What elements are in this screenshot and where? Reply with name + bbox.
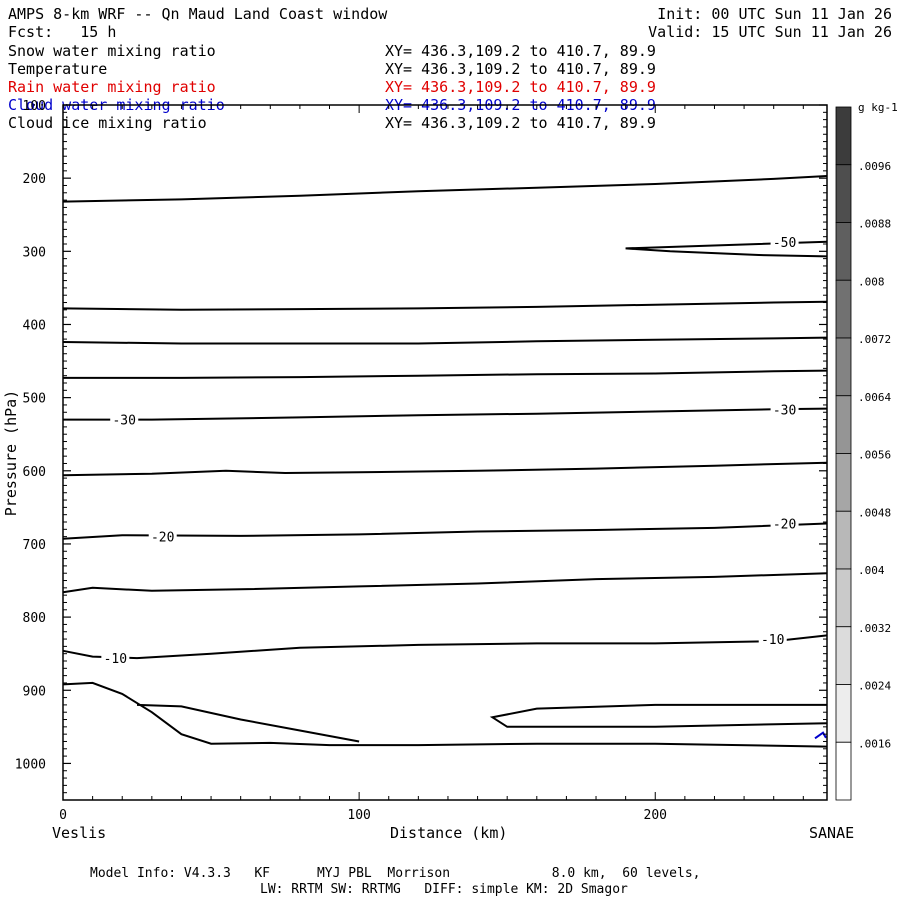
y-tick-label: 200: [23, 172, 46, 187]
colorbar-segment: [835, 106, 852, 166]
cloud-water-contour: [814, 731, 827, 740]
colorbar-label: .008: [858, 275, 885, 288]
colorbar-segment: [835, 510, 852, 570]
x-tick-label: 100: [347, 808, 370, 823]
colorbar-segment: [835, 453, 852, 512]
y-tick-label: 400: [23, 318, 46, 333]
colorbar-label: .0064: [858, 391, 891, 404]
y-tick-label: 100: [23, 99, 46, 114]
colorbar-segment: [835, 164, 852, 223]
temperature-contour: [62, 175, 828, 203]
contour-label-bg: [101, 650, 130, 667]
y-axis-label: Pressure (hPa): [2, 389, 21, 517]
contour-label: -30: [773, 403, 796, 418]
temperature-contour: [62, 300, 828, 311]
temperature-contour: [62, 336, 828, 345]
field-name: Cloud ice mixing ratio: [8, 114, 207, 132]
colorbar-segment: [835, 568, 852, 628]
field-name: Rain water mixing ratio: [8, 78, 216, 96]
colorbar-label: .0088: [858, 218, 891, 231]
right-endpoint-label: SANAE: [809, 824, 855, 842]
chart-title: AMPS 8-km WRF -- Qn Maud Land Coast wind…: [8, 5, 388, 23]
colorbar-label: .0056: [858, 449, 891, 462]
colorbar-segment: [835, 337, 852, 397]
contour-label-bg: [110, 411, 139, 428]
temperature-contour: [136, 703, 360, 743]
contour-label: -20: [773, 517, 796, 532]
y-tick-label: 900: [23, 684, 46, 699]
temperature-contour: [63, 369, 828, 379]
temperature-contour: [62, 461, 828, 477]
colorbar-label: .0048: [858, 506, 891, 519]
colorbar-label: .0096: [858, 160, 891, 173]
colorbar-label: .0016: [858, 737, 891, 750]
model-info: Model Info: V4.3.3 KF MYJ PBL Morrison 8…: [90, 866, 701, 881]
y-tick-label: 600: [23, 465, 46, 480]
contour-label-bg: [770, 401, 799, 418]
y-tick-label: 700: [23, 538, 46, 553]
colorbar-segment: [835, 395, 852, 454]
colorbar-label: .0032: [858, 622, 891, 635]
field-xy: XY= 436.3,109.2 to 410.7, 89.9: [385, 114, 656, 132]
contour-label-bg: [770, 233, 799, 250]
colorbar-label: .0072: [858, 333, 891, 346]
field-xy: XY= 436.3,109.2 to 410.7, 89.9: [385, 60, 656, 78]
contour-label-bg: [770, 515, 799, 532]
colorbar-unit: g kg-1: [858, 101, 898, 114]
x-axis-label: Distance (km): [390, 824, 508, 842]
contour-label: -30: [112, 414, 135, 429]
colorbar-segment: [835, 222, 852, 281]
y-tick-label: 500: [23, 392, 46, 407]
field-name: Temperature: [8, 60, 108, 78]
colorbar-segment: [835, 279, 852, 339]
field-xy: XY= 436.3,109.2 to 410.7, 89.9: [385, 78, 656, 96]
temperature-contour: [63, 407, 828, 421]
y-tick-label: 300: [23, 245, 46, 260]
temperature-contour: [62, 572, 828, 594]
temperature-contour: [62, 522, 828, 540]
contour-label-bg: [148, 528, 177, 545]
forecast-hour: Fcst: 15 h: [8, 23, 117, 41]
colorbar-segment: [835, 626, 852, 685]
temperature-contour: [62, 681, 828, 748]
y-tick-label: 1000: [15, 757, 46, 772]
valid-time: Valid: 15 UTC Sun 11 Jan 26: [648, 23, 892, 41]
contour-label: -20: [151, 531, 174, 546]
plot-frame: [62, 104, 828, 801]
colorbar-segment: [835, 684, 852, 743]
left-endpoint-label: Veslis: [52, 824, 107, 842]
colorbar-segment: [835, 741, 852, 801]
temperature-contour: [625, 240, 828, 258]
field-name: Snow water mixing ratio: [8, 42, 216, 60]
temperature-contour: [62, 634, 828, 660]
x-tick-label: 0: [59, 808, 67, 823]
contour-label-bg: [758, 631, 787, 648]
contour-label: -50: [773, 236, 796, 251]
y-tick-label: 800: [23, 611, 46, 626]
model-physics: LW: RRTM SW: RRTMG DIFF: simple KM: 2D S…: [260, 882, 628, 897]
init-time: Init: 00 UTC Sun 11 Jan 26: [657, 5, 892, 23]
colorbar-label: .004: [858, 564, 885, 577]
x-tick-label: 200: [644, 808, 667, 823]
contour-label: -10: [104, 652, 127, 667]
contour-label: -10: [761, 633, 784, 648]
temperature-contour: [489, 703, 828, 728]
field-xy: XY= 436.3,109.2 to 410.7, 89.9: [385, 42, 656, 60]
colorbar-label: .0024: [858, 680, 891, 693]
